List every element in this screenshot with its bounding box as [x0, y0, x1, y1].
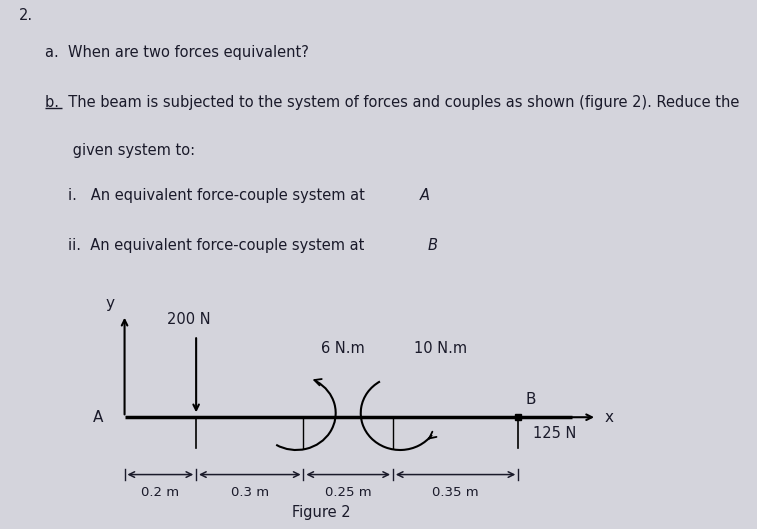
Text: ii.  An equivalent force-couple system at: ii. An equivalent force-couple system at — [68, 238, 369, 253]
Text: b.  The beam is subjected to the system of forces and couples as shown (figure 2: b. The beam is subjected to the system o… — [45, 95, 740, 111]
Text: 0.2 m: 0.2 m — [142, 486, 179, 499]
Text: 6 N.m: 6 N.m — [322, 341, 365, 356]
Text: 0.25 m: 0.25 m — [325, 486, 372, 499]
Text: x: x — [604, 410, 613, 425]
Text: 2.: 2. — [19, 8, 33, 23]
Text: B: B — [428, 238, 438, 253]
Text: 10 N.m: 10 N.m — [414, 341, 468, 356]
Text: 0.35 m: 0.35 m — [432, 486, 479, 499]
Text: a.  When are two forces equivalent?: a. When are two forces equivalent? — [45, 45, 310, 60]
Text: B: B — [525, 392, 536, 407]
Text: given system to:: given system to: — [45, 143, 195, 158]
Text: y: y — [106, 296, 115, 311]
Text: A: A — [92, 410, 103, 425]
Text: Figure 2: Figure 2 — [292, 505, 350, 519]
Text: 0.3 m: 0.3 m — [231, 486, 269, 499]
Text: A: A — [420, 188, 430, 203]
Text: i.   An equivalent force-couple system at: i. An equivalent force-couple system at — [68, 188, 369, 203]
Text: 200 N: 200 N — [167, 312, 210, 327]
Text: 125 N: 125 N — [532, 426, 576, 441]
